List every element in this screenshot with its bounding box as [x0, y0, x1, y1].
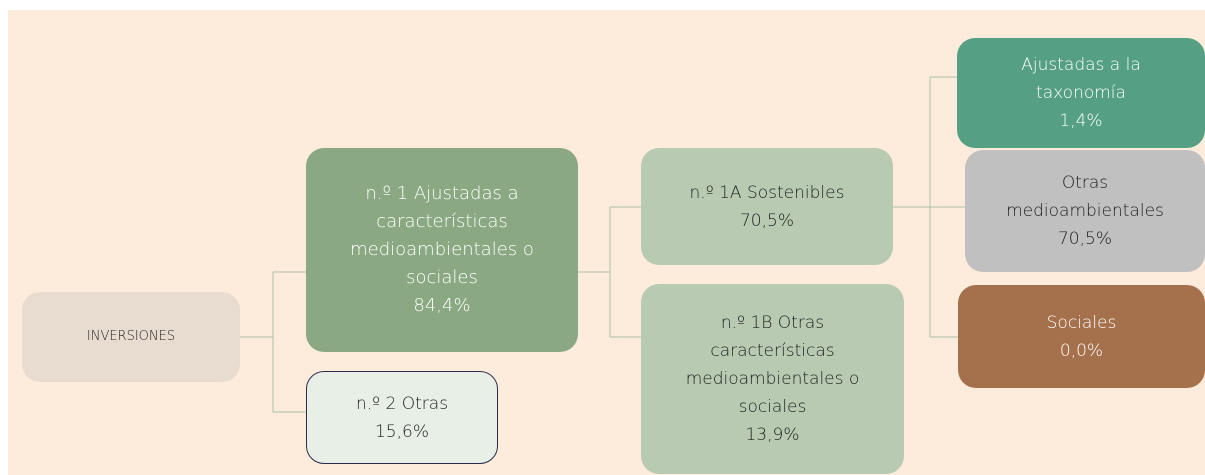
- node-text: medioambientales: [1006, 201, 1164, 221]
- node-text: sociales: [406, 267, 478, 288]
- node-text: medioambientales o: [350, 239, 534, 260]
- node-text: Otras: [1061, 173, 1109, 193]
- node-text: n.º 1 Ajustadas a: [365, 183, 519, 204]
- node: n.º 1A Sostenibles 70,5%: [641, 148, 893, 265]
- node: n.º 1 Ajustadas a características medioamb…: [306, 148, 578, 352]
- node: INVERSIONES: [22, 292, 240, 382]
- node-text: 70,5%: [1057, 229, 1112, 249]
- node: Ajustadas a la taxonomía 1,4%: [957, 38, 1205, 148]
- node-text: 13,9%: [745, 425, 800, 445]
- node-text: 1,4%: [1059, 111, 1103, 131]
- node-text: INVERSIONES: [86, 329, 176, 344]
- node-text: 15,6%: [374, 421, 429, 442]
- node-text: 0,0%: [1059, 340, 1104, 361]
- node-text: sociales: [738, 397, 807, 417]
- node: Otras medioambientales 70,5%: [965, 150, 1205, 272]
- node-text: taxonomía: [1036, 83, 1126, 103]
- node-text: n.º 2 Otras: [355, 393, 449, 414]
- node-text: 70,5%: [739, 210, 794, 231]
- node-text: Ajustadas a la: [1021, 55, 1141, 75]
- node-text: 84,4%: [413, 295, 471, 316]
- node-text: n.º 1A Sostenibles: [689, 182, 845, 203]
- node: Sociales 0,0%: [958, 285, 1205, 388]
- node-text: características: [710, 341, 835, 361]
- node-text: características: [376, 211, 508, 232]
- node-text: n.º 1B Otras: [720, 313, 825, 333]
- connector: [578, 206, 641, 338]
- node: n.º 1B Otras características medioambienta…: [641, 284, 904, 474]
- node-text: Sociales: [1046, 312, 1117, 333]
- connector: [240, 271, 306, 413]
- node: n.º 2 Otras 15,6%: [306, 371, 498, 464]
- connector: [893, 76, 965, 338]
- node-text: medioambientales o: [685, 369, 860, 389]
